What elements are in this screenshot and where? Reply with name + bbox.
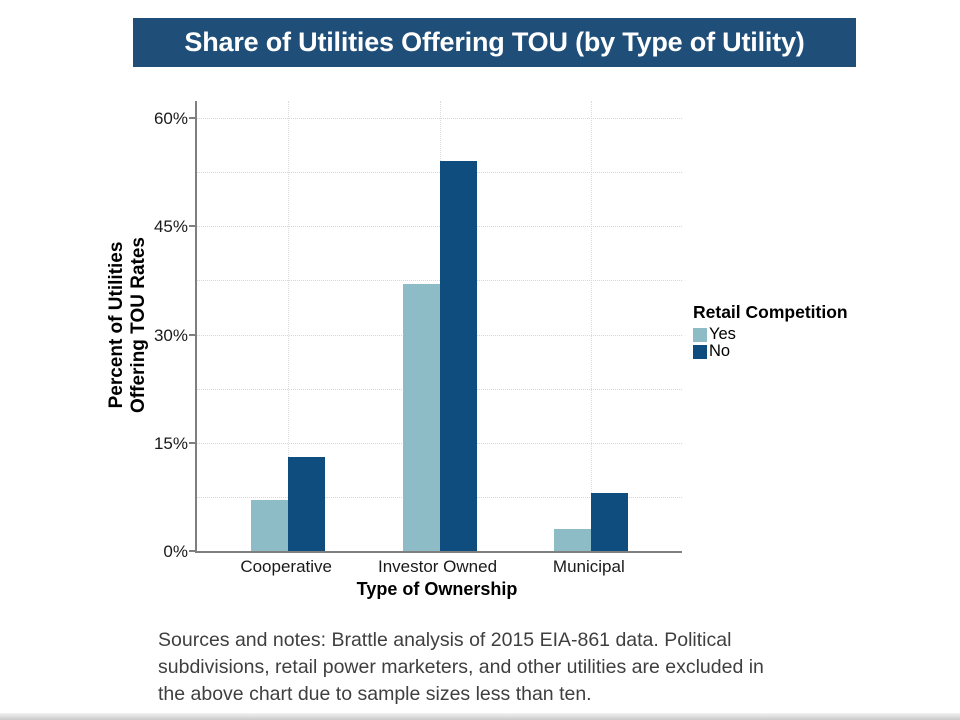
source-notes-line-3: the above chart due to sample sizes less… (158, 683, 592, 705)
slide-bottom-edge (0, 713, 960, 720)
y-tick-label-60%: 60% (153, 109, 188, 128)
chart-title: Share of Utilities Offering TOU (by Type… (184, 27, 805, 57)
chart-title-banner: Share of Utilities Offering TOU (by Type… (133, 18, 856, 67)
plot-area (195, 101, 682, 553)
legend: Retail Competition Yes No (693, 302, 848, 360)
legend-swatch-no-icon (693, 344, 707, 359)
x-tick-label-cooperative: Cooperative (240, 557, 332, 576)
bar-cooperative-no (288, 457, 326, 551)
y-tick-label-30%: 30% (153, 325, 188, 345)
v-gridline-cooperative (288, 101, 290, 551)
bar-cooperative-yes (251, 500, 289, 551)
bar-investor-owned-yes (402, 283, 440, 551)
y-tick-mark-45% (189, 225, 195, 228)
x-axis-title: Type of Ownership (356, 579, 518, 599)
source-notes-line-2: subdivisions, retail power marketers, an… (158, 656, 764, 678)
grouped-bar-chart: Percent of Utilities Offering TOU Rates … (106, 101, 848, 599)
legend-label-no: No (709, 342, 731, 360)
v-gridline-municipal (590, 101, 592, 551)
legend-item-no: No (693, 342, 848, 360)
source-notes-line-1: Sources and notes: Brattle analysis of 2… (158, 629, 732, 651)
bar-investor-owned-no (439, 161, 477, 551)
legend-item-yes: Yes (693, 325, 848, 343)
x-tick-label-municipal: Municipal (552, 557, 625, 576)
y-tick-label-0%: 0% (163, 542, 188, 561)
source-notes: Sources and notes: Brattle analysis of 2… (158, 627, 818, 708)
y-tick-mark-0% (189, 550, 195, 552)
legend-title: Retail Competition (693, 302, 848, 322)
y-tick-label-45%: 45% (153, 217, 188, 237)
y-tick-mark-15% (189, 441, 195, 444)
y-tick-mark-30% (189, 333, 195, 336)
x-tick-label-investor-owned: Investor Owned (377, 557, 498, 576)
y-tick-label-15%: 15% (153, 433, 188, 453)
legend-label-yes: Yes (709, 325, 736, 343)
y-tick-mark-60% (189, 117, 195, 119)
bar-municipal-yes (553, 529, 591, 551)
legend-swatch-yes-icon (693, 327, 707, 342)
bar-municipal-no (590, 493, 628, 551)
